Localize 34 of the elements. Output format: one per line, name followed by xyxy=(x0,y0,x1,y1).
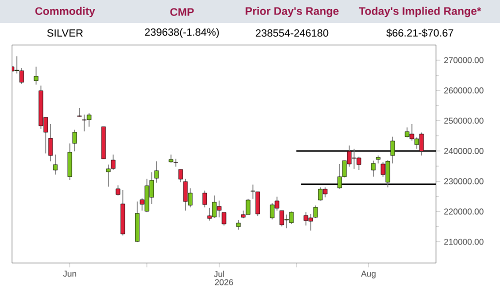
candlestick xyxy=(34,66,38,86)
y-tick-label: 210000.00 xyxy=(444,238,484,245)
y-tick-label: 250000.00 xyxy=(444,118,484,124)
candlestick xyxy=(222,212,226,226)
text: CMP xyxy=(170,8,194,16)
candlestick xyxy=(72,129,77,152)
candlestick xyxy=(178,169,183,183)
x-tick-label: Jul xyxy=(214,270,224,277)
text: Commodity xyxy=(35,6,96,18)
y-tick-label: 260000.00 xyxy=(444,87,484,94)
text: SILVER xyxy=(47,29,83,37)
text: Prior Day's Range xyxy=(246,6,339,18)
candlestick xyxy=(236,220,241,230)
candlestick xyxy=(77,108,82,118)
y-tick-label: 230000.00 xyxy=(444,178,484,184)
candlestick xyxy=(371,160,376,178)
text: 238554-246180 xyxy=(256,29,328,37)
y-tick-label: 240000.00 xyxy=(444,148,484,154)
text: 239638(-1.84%) xyxy=(145,28,219,38)
candlestick xyxy=(48,124,53,162)
candlestick xyxy=(53,154,58,175)
candlestick xyxy=(116,184,120,196)
candlestick xyxy=(154,160,159,184)
text: $66.21-$70.67 xyxy=(386,28,454,38)
y-tick-label: 270000.00 xyxy=(444,57,484,64)
y-tick-label: 220000.00 xyxy=(444,208,484,215)
candlestick xyxy=(250,184,256,200)
candlestick xyxy=(313,205,318,218)
x-axis-title: 2026 xyxy=(215,279,234,286)
candlestick xyxy=(202,190,207,208)
x-tick-label: Aug xyxy=(361,270,376,278)
text: Today's Implied Range* xyxy=(358,6,482,18)
candlestick xyxy=(256,191,260,216)
x-tick-label: Jun xyxy=(63,270,76,277)
